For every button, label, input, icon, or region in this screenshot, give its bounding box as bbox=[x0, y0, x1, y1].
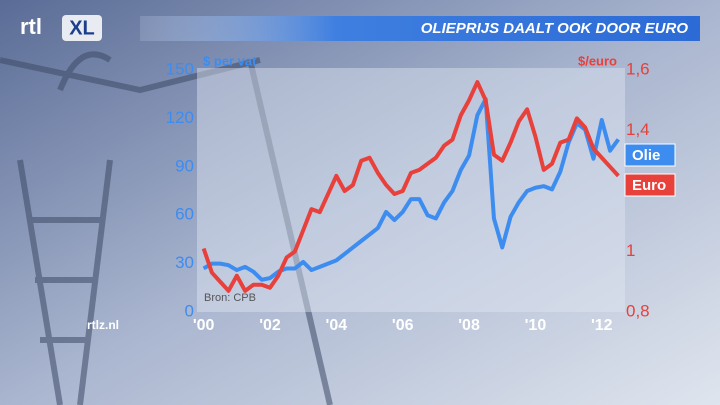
x-tick-label: '10 bbox=[525, 317, 547, 334]
y-tick-label: 90 bbox=[175, 156, 194, 175]
website: rtlz.nl bbox=[87, 318, 119, 332]
logo-box bbox=[62, 15, 102, 41]
y-tick-label: 120 bbox=[166, 108, 194, 127]
plot-area bbox=[197, 68, 625, 312]
y2-tick-label: 1,4 bbox=[626, 120, 650, 139]
title: OLIEPRIJS DAALT OOK DOOR EURO bbox=[421, 20, 689, 37]
y-tick-label: 60 bbox=[175, 205, 194, 224]
x-tick-label: '00 bbox=[193, 317, 215, 334]
y2-tick-label: 1,6 bbox=[626, 59, 650, 78]
x-tick-label: '08 bbox=[458, 317, 480, 334]
y2-axis-label: $/euro bbox=[578, 53, 617, 68]
x-tick-label: '12 bbox=[591, 317, 613, 334]
legend-label: Euro bbox=[632, 177, 666, 194]
series-line bbox=[202, 97, 620, 282]
y-axis-label: $ per vat bbox=[203, 53, 257, 68]
y2-tick-label: 0,8 bbox=[626, 301, 650, 320]
logo-xl: XL bbox=[69, 17, 95, 39]
legend-swatch bbox=[624, 143, 676, 167]
x-tick-label: '02 bbox=[259, 317, 281, 334]
series-line bbox=[201, 80, 620, 293]
legend-swatch bbox=[624, 173, 676, 197]
source: Bron: CPB bbox=[204, 292, 256, 304]
title-bar bbox=[140, 16, 700, 41]
pump-silhouette bbox=[0, 51, 333, 405]
y2-tick-label: 1 bbox=[626, 241, 635, 260]
y-tick-label: 0 bbox=[185, 301, 194, 320]
logo-rtl: rtl bbox=[20, 14, 42, 39]
x-tick-label: '06 bbox=[392, 317, 414, 334]
legend-label: Olie bbox=[632, 147, 660, 164]
y-tick-label: 150 bbox=[166, 59, 194, 78]
y-tick-label: 30 bbox=[175, 253, 194, 272]
x-tick-label: '04 bbox=[326, 317, 348, 334]
